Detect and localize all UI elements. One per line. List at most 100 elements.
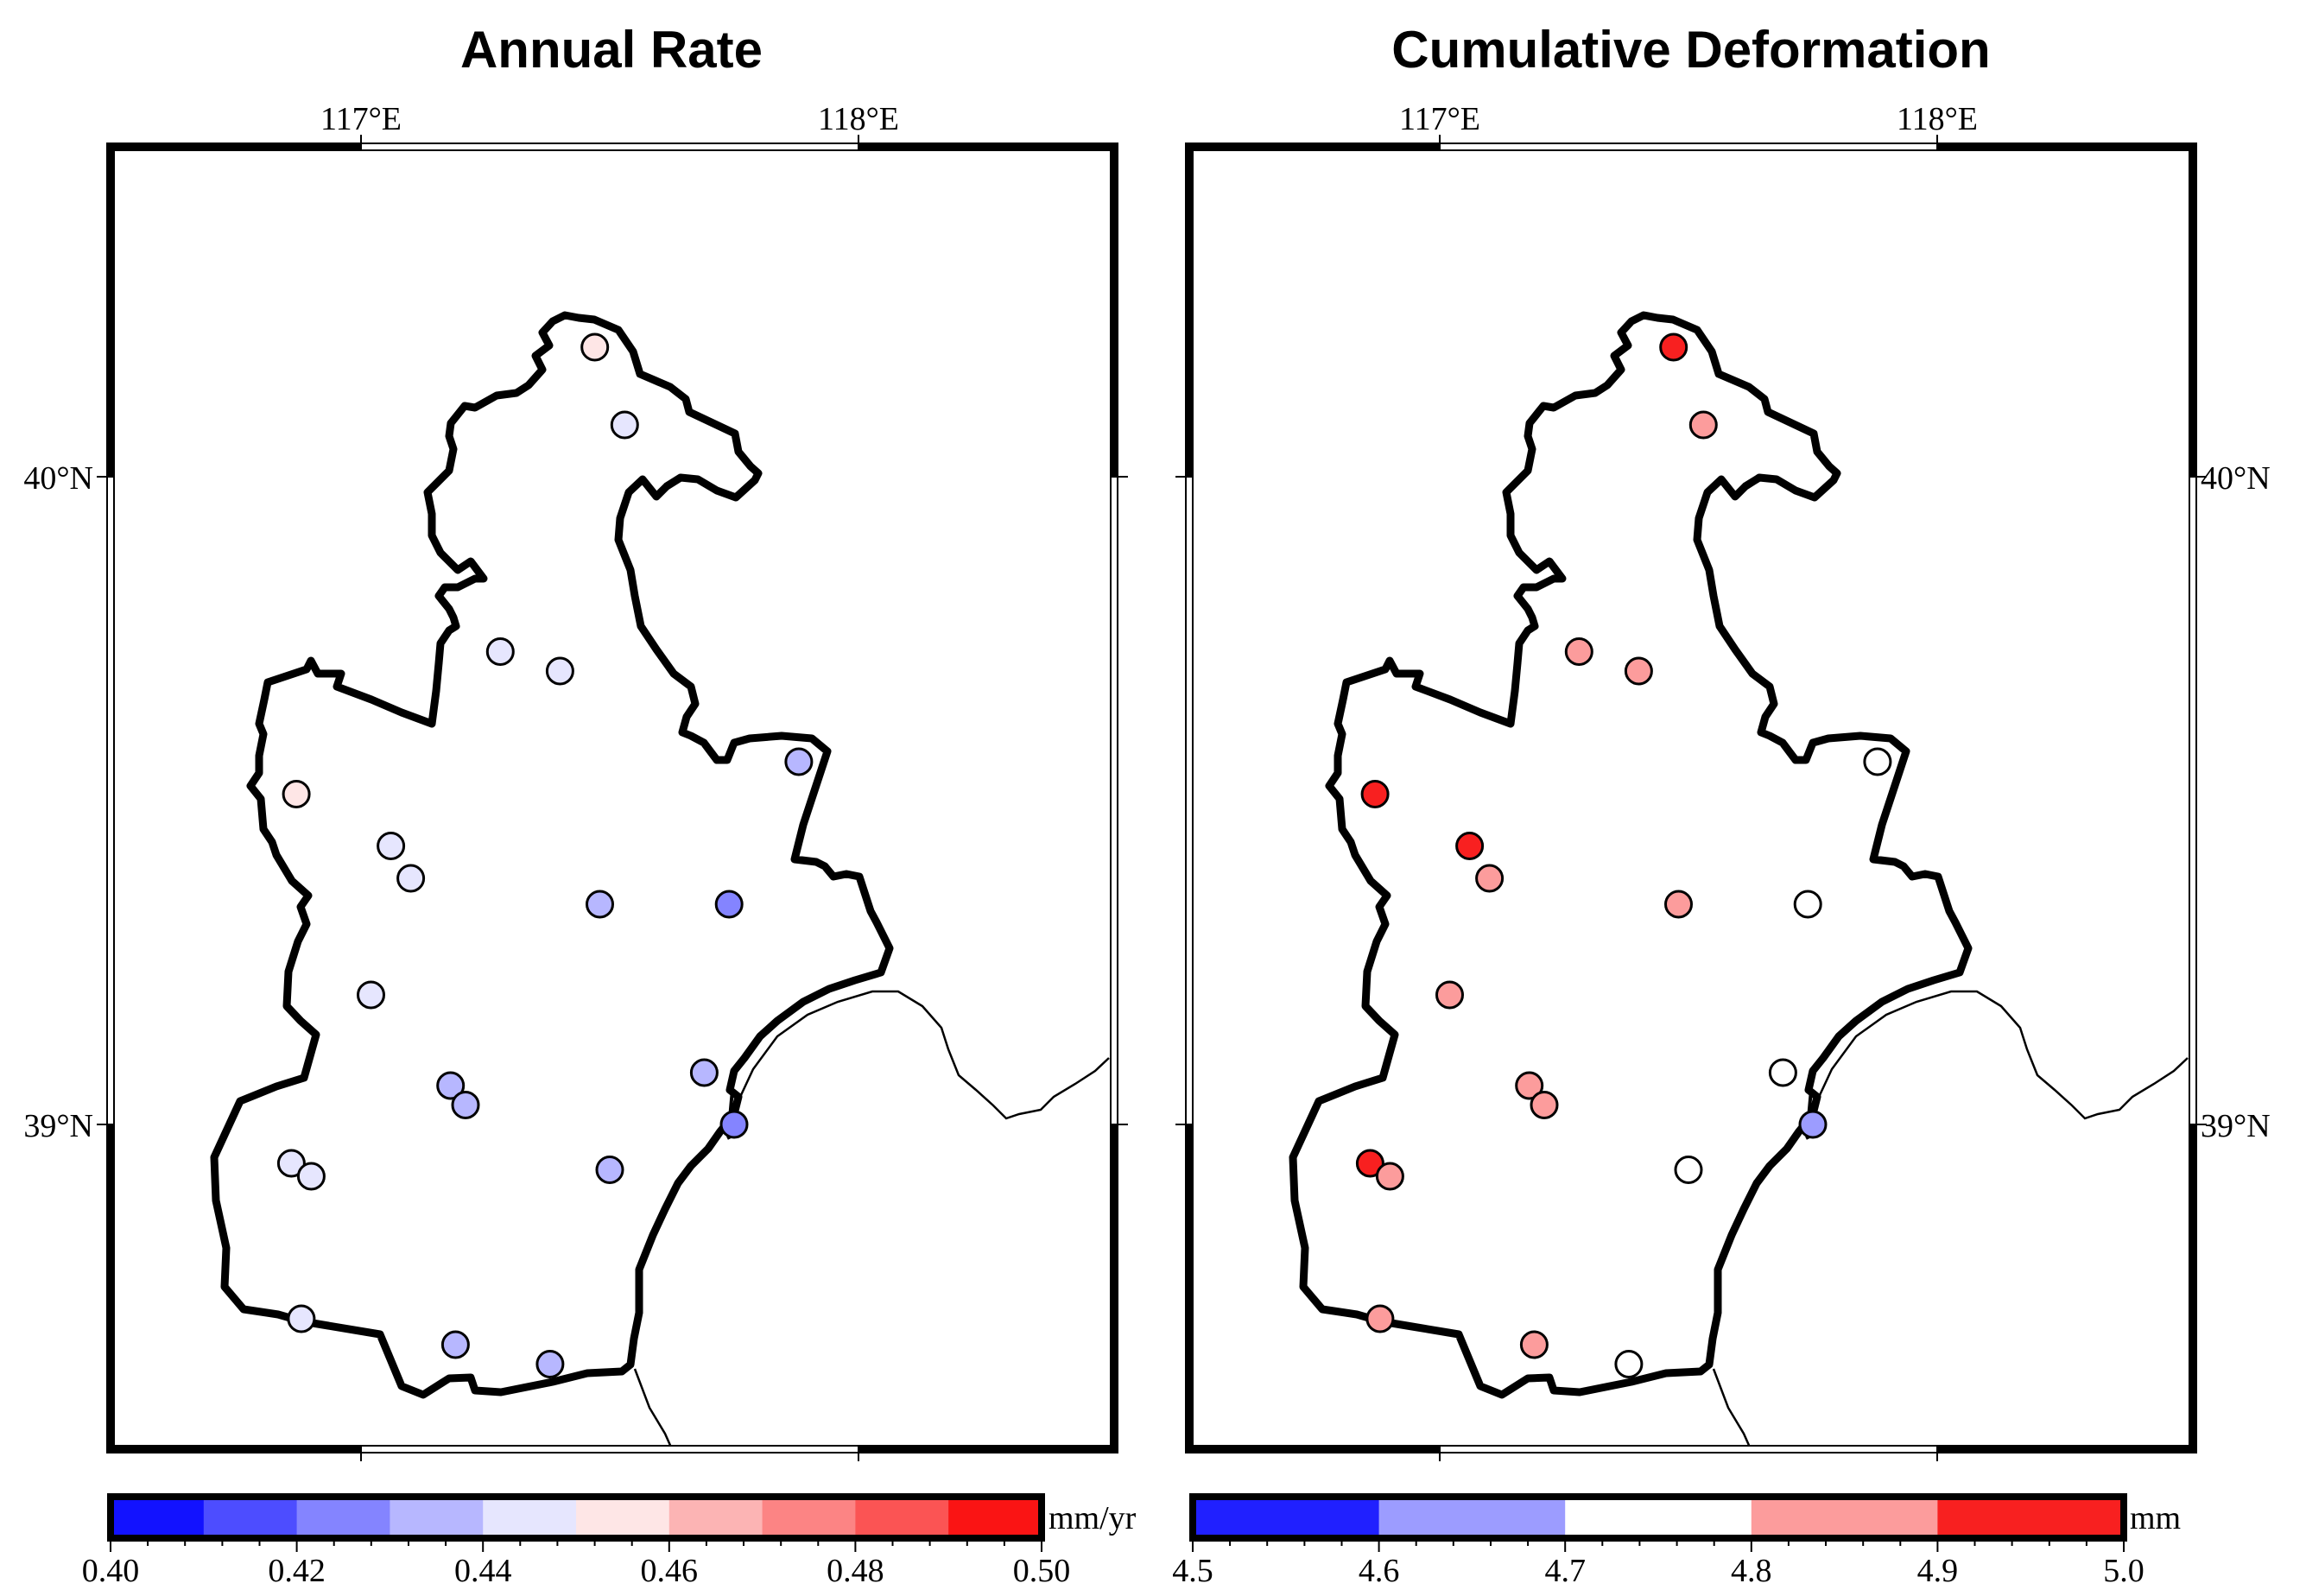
lon-label-118: 118°E [1897, 101, 1978, 137]
frame-scale-right [2189, 476, 2197, 1125]
station-marker [451, 1091, 480, 1119]
station-marker [689, 1058, 719, 1087]
station-marker [586, 890, 614, 919]
region-boundary [1289, 311, 1973, 1399]
map-area: 117°E 118°E 40°N 39°N [1175, 101, 2271, 1461]
colorbar-tick-label: 4.8 [1731, 1553, 1772, 1589]
station-marker [545, 656, 574, 686]
colorbar-ticks: 4.5 4.6 4.7 4.8 4.9 5.0 [1172, 1542, 2144, 1589]
lon-label-118: 118°E [818, 101, 899, 137]
colorbar-tick-label: 0.50 [1013, 1553, 1071, 1589]
panel-title: Cumulative Deformation [1391, 21, 1990, 79]
station-marker [1375, 1162, 1404, 1191]
station-markers [276, 332, 814, 1378]
station-marker [1688, 410, 1718, 440]
cumulative-deformation-panel: Cumulative Deformation [1172, 21, 2270, 1589]
frame-scale-top [1439, 142, 1938, 151]
panel-title: Annual Rate [460, 21, 763, 79]
station-marker [580, 332, 610, 362]
colorbar-bin [111, 1497, 205, 1538]
colorbar-unit: mm/yr [1048, 1500, 1137, 1536]
colorbar: 4.5 4.6 4.7 4.8 4.9 5.0 mm [1172, 1493, 2181, 1589]
colorbar-ticks: 0.40 0.42 0.44 0.46 0.48 0.50 [82, 1542, 1071, 1589]
station-marker [535, 1350, 565, 1378]
colorbar-tick-label: 4.9 [1917, 1553, 1959, 1589]
station-marker [276, 1149, 306, 1178]
station-marker [1365, 1304, 1395, 1333]
frame-scale-right [1110, 476, 1118, 1125]
colorbar-bins [1193, 1497, 2125, 1538]
lat-label-40: 40°N [2201, 460, 2271, 497]
colorbar-tick-label: 4.5 [1172, 1553, 1213, 1589]
region-boundary [210, 311, 894, 1399]
frame-scale-bottom [360, 1445, 859, 1454]
frame-scale-left [106, 476, 115, 1125]
coastline-south [633, 1368, 674, 1449]
colorbar-bin [762, 1497, 856, 1538]
station-marker [377, 832, 406, 860]
station-marker [610, 410, 639, 440]
colorbar-bin [390, 1497, 484, 1538]
colorbar-tick-label: 5.0 [2103, 1553, 2144, 1589]
colorbar-tick-label: 4.7 [1544, 1553, 1586, 1589]
station-marker [287, 1304, 316, 1333]
station-marker [1355, 1149, 1384, 1178]
colorbar-bin [1378, 1497, 1566, 1538]
colorbar-tick-label: 0.42 [268, 1553, 326, 1589]
frame-scale-top [360, 142, 859, 151]
colorbar-tick-label: 0.44 [454, 1553, 512, 1589]
colorbar-tick-label: 0.40 [82, 1553, 140, 1589]
station-marker [1564, 637, 1593, 666]
annual-rate-panel: Annual Rate [23, 21, 1136, 1589]
colorbar-bin [1751, 1497, 1938, 1538]
station-marker [1674, 1156, 1703, 1184]
station-marker [1768, 1058, 1797, 1087]
station-marker [1519, 1330, 1549, 1359]
colorbar-bin [855, 1497, 949, 1538]
station-markers [1355, 332, 1892, 1378]
map-area: 117°E 118°E 40°N 39°N [23, 101, 1128, 1461]
station-marker [1664, 890, 1693, 919]
colorbar-frame [107, 1493, 1045, 1542]
colorbar-bin [948, 1497, 1042, 1538]
colorbar-frame [1189, 1493, 2127, 1542]
station-marker [357, 980, 385, 1010]
station-marker [1530, 1091, 1559, 1119]
coastline [739, 990, 1110, 1120]
station-marker [1515, 1071, 1544, 1100]
colorbar-bin [668, 1497, 763, 1538]
coastline-south [1712, 1368, 1752, 1449]
station-marker [595, 1156, 624, 1184]
station-marker [1624, 656, 1653, 686]
station-marker [1435, 980, 1464, 1010]
station-marker [1659, 332, 1688, 362]
lat-label-39: 39°N [23, 1108, 93, 1144]
colorbar: 0.40 0.42 0.44 0.46 0.48 0.50 mm/yr [82, 1493, 1137, 1589]
station-marker [396, 864, 426, 893]
station-marker [1455, 832, 1485, 860]
station-marker [485, 637, 515, 666]
station-marker [1475, 864, 1505, 893]
colorbar-bin [1937, 1497, 2125, 1538]
lon-label-117: 117°E [320, 101, 402, 137]
station-marker [296, 1162, 326, 1191]
lon-label-117: 117°E [1399, 101, 1480, 137]
station-marker [719, 1110, 749, 1139]
colorbar-bin [483, 1497, 577, 1538]
frame-scale-bottom [1439, 1445, 1938, 1454]
station-marker [1798, 1110, 1828, 1139]
colorbar-tick-label: 0.48 [827, 1553, 884, 1589]
station-marker [440, 1330, 470, 1359]
colorbar-bins [111, 1497, 1042, 1538]
station-marker [1793, 890, 1822, 919]
colorbar-unit: mm [2130, 1500, 2181, 1536]
colorbar-bin [296, 1497, 390, 1538]
map-background [1189, 147, 2193, 1449]
colorbar-bin [1565, 1497, 1752, 1538]
colorbar-bin [203, 1497, 298, 1538]
colorbar-bin [1193, 1497, 1380, 1538]
station-marker [436, 1071, 466, 1100]
station-marker [1863, 747, 1892, 776]
station-marker [784, 747, 814, 776]
